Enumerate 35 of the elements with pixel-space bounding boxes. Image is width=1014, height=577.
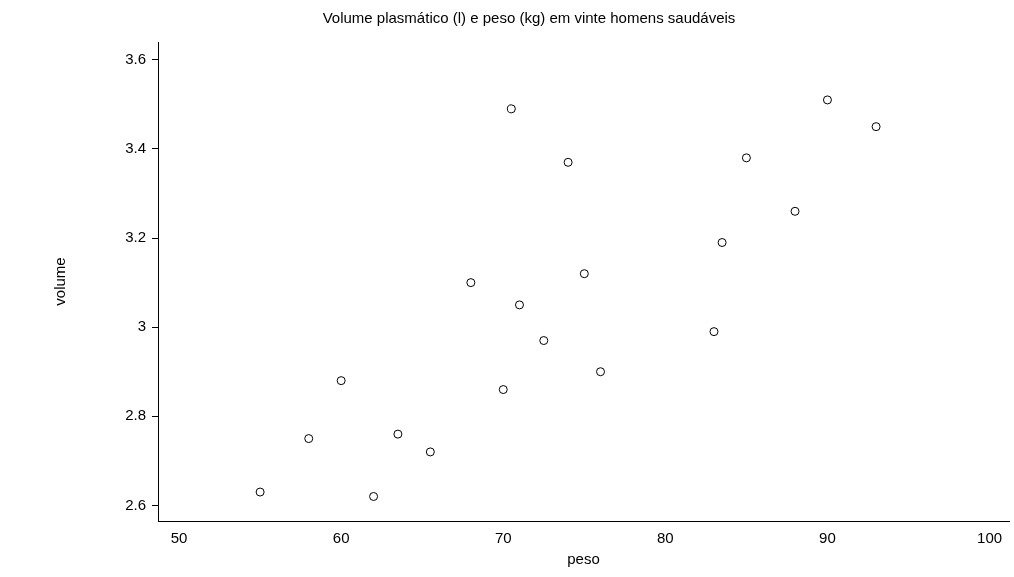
point [466, 278, 476, 288]
point [514, 300, 524, 310]
point [741, 153, 751, 163]
point [369, 491, 379, 501]
point [255, 487, 265, 497]
x-tick-label: 80 [657, 529, 674, 547]
y-tick-label: 3.2 [125, 228, 146, 246]
point [871, 122, 881, 132]
point [498, 385, 508, 395]
point [709, 327, 719, 337]
point [425, 447, 435, 457]
chart-title: Volume plasmático (l) e peso (kg) em vinte homens saudáveis [322, 9, 736, 27]
x-tick-label: 70 [494, 529, 512, 547]
y-tick-label: 2.8 [125, 406, 146, 424]
point [539, 336, 549, 346]
y-tick-label: 3.6 [125, 49, 146, 67]
point [790, 206, 800, 216]
y-tick-label: 3.4 [125, 139, 146, 157]
point [393, 429, 403, 439]
x-tick-label: 100 [977, 529, 1003, 547]
x-axis-title: peso [567, 550, 600, 568]
point [717, 238, 727, 248]
point [596, 367, 606, 377]
point [304, 434, 314, 444]
y-tick-label: 2.6 [125, 495, 146, 513]
point [336, 376, 346, 386]
y-tick-label: 3 [137, 317, 146, 335]
point [563, 157, 573, 167]
point [579, 269, 589, 279]
x-tick-label: 60 [332, 529, 350, 547]
x-tick-label: 50 [170, 529, 188, 547]
point [506, 104, 516, 114]
y-axis-title: volume [51, 257, 69, 306]
x-tick-label: 90 [819, 529, 836, 547]
point [822, 95, 832, 105]
